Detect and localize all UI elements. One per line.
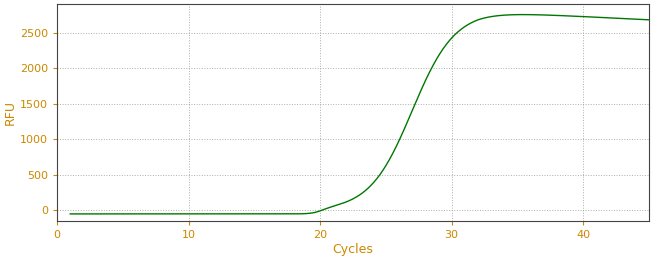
X-axis label: Cycles: Cycles	[332, 243, 374, 256]
Y-axis label: RFU: RFU	[4, 100, 17, 125]
